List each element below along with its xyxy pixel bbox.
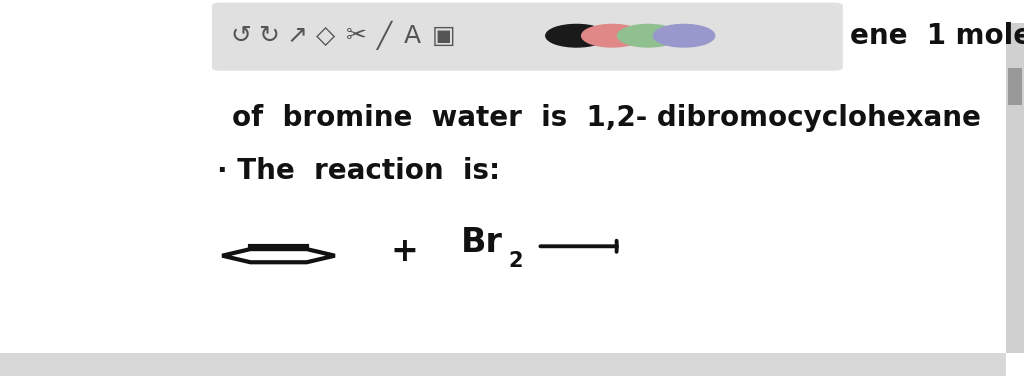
- Circle shape: [546, 24, 607, 47]
- Text: Br: Br: [461, 226, 503, 259]
- Circle shape: [582, 24, 643, 47]
- Text: of  bromine  water  is  1,2- dibromocyclohexane: of bromine water is 1,2- dibromocyclohex…: [232, 105, 981, 132]
- Bar: [1006, 23, 1024, 353]
- Text: · The  reaction  is:: · The reaction is:: [217, 157, 500, 185]
- Text: ▣: ▣: [431, 24, 456, 48]
- FancyBboxPatch shape: [212, 3, 843, 71]
- Text: ↺: ↺: [230, 24, 251, 48]
- Text: ◇: ◇: [316, 24, 335, 48]
- Text: +: +: [390, 235, 419, 268]
- Bar: [1008, 68, 1022, 105]
- Text: A: A: [404, 24, 421, 48]
- Text: ↻: ↻: [258, 24, 279, 48]
- Text: ✂: ✂: [346, 24, 367, 48]
- Circle shape: [617, 24, 679, 47]
- Text: ↗: ↗: [287, 24, 307, 48]
- Text: ╱: ╱: [377, 21, 391, 50]
- Bar: [0, 353, 1006, 376]
- Text: ene  1 mole: ene 1 mole: [850, 22, 1024, 50]
- Circle shape: [653, 24, 715, 47]
- Text: 2: 2: [508, 251, 522, 271]
